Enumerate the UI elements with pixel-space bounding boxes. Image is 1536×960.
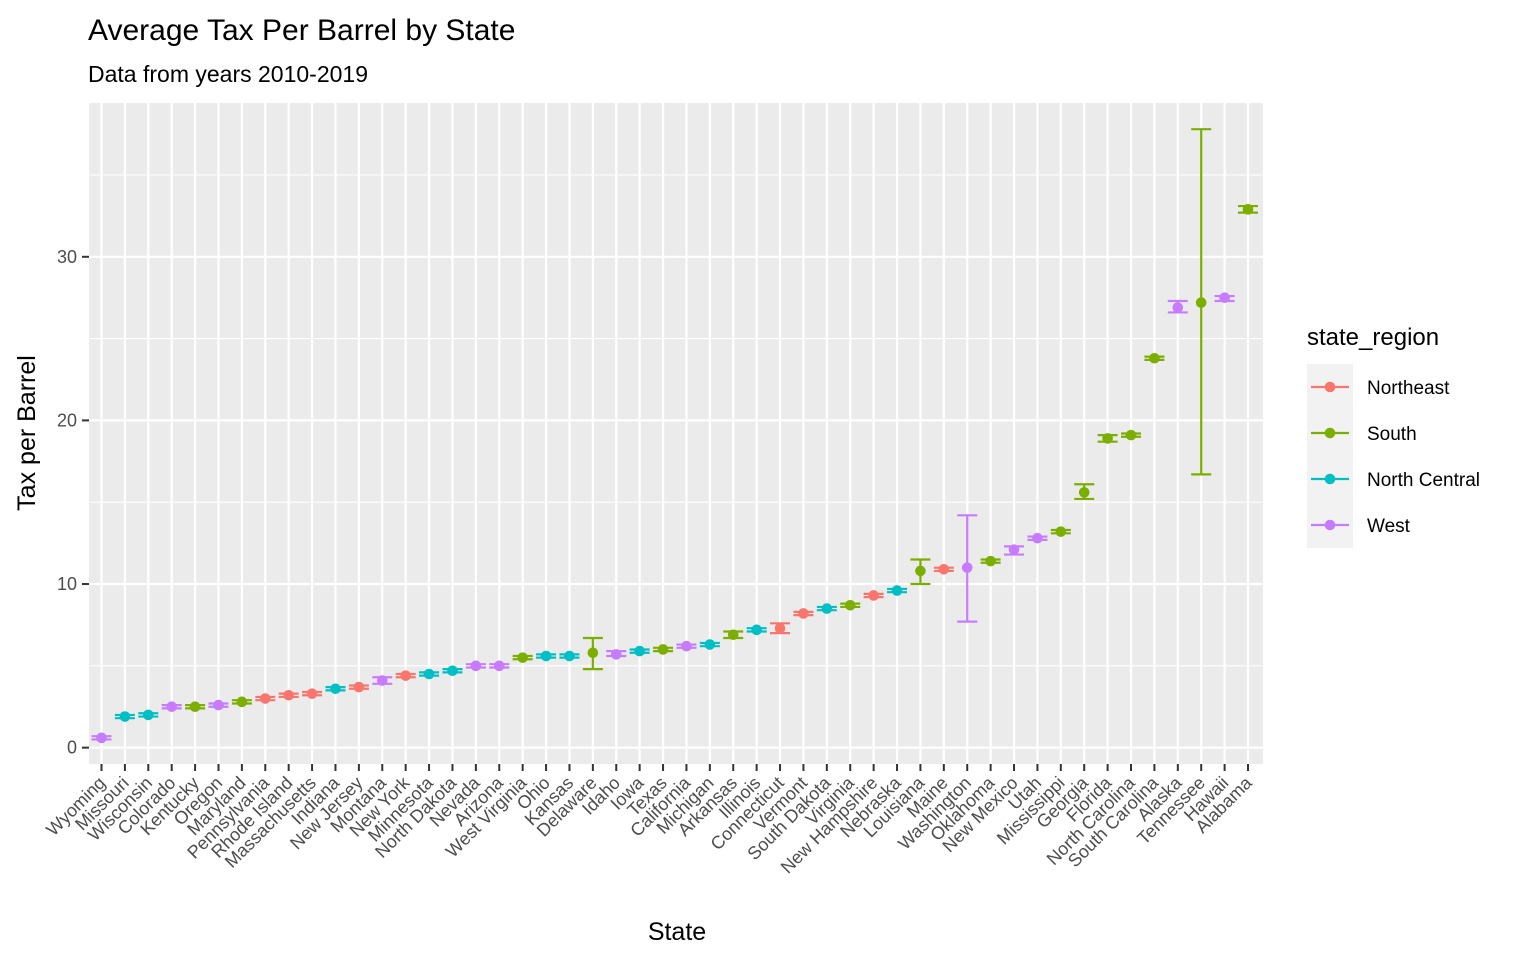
data-point (774, 622, 786, 634)
data-point (376, 675, 388, 686)
data-point (1008, 544, 1020, 555)
data-point (587, 647, 599, 659)
y-tick-label: 0 (67, 738, 77, 758)
legend-key-point (1324, 473, 1336, 485)
data-point (189, 701, 201, 713)
data-point (400, 670, 411, 681)
data-point (657, 644, 669, 655)
data-point (844, 599, 856, 611)
chart-title: Average Tax Per Barrel by State (88, 14, 515, 47)
y-tick-label: 30 (57, 247, 77, 267)
data-point (447, 665, 458, 677)
data-point (142, 709, 154, 721)
legend-key-background (1307, 364, 1353, 548)
legend-key-point (1324, 381, 1336, 393)
data-point (610, 649, 622, 660)
legend-entry: Northeast (1311, 378, 1450, 399)
data-point (330, 683, 341, 695)
data-point (470, 660, 482, 672)
data-point (517, 652, 528, 663)
data-point (1032, 532, 1043, 544)
legend: state_region Northeast South North Central… (1307, 324, 1480, 548)
data-point (1172, 302, 1184, 313)
data-point (985, 555, 996, 567)
data-point (727, 629, 739, 641)
legend-title: state_region (1307, 324, 1439, 351)
legend-label: West (1367, 516, 1411, 537)
legend-label: South (1367, 424, 1417, 445)
legend-key-point (1324, 427, 1336, 439)
data-point (938, 563, 950, 575)
data-point (353, 681, 365, 693)
data-point (259, 693, 271, 704)
data-point (306, 688, 318, 699)
data-point (540, 650, 552, 662)
y-axis-title: Tax per Barrel (13, 355, 41, 511)
y-tick-label: 10 (57, 574, 77, 594)
data-point (704, 639, 716, 650)
data-point (166, 701, 177, 713)
data-point (96, 732, 107, 744)
data-point (1055, 526, 1067, 537)
data-point (119, 711, 131, 722)
data-point (1242, 204, 1254, 215)
data-point (634, 645, 645, 657)
plot-panel (89, 103, 1263, 764)
data-point (915, 565, 926, 577)
y-axis: 0 10 20 30 (57, 247, 89, 758)
x-axis: WyomingMissouriWisconsinColoradoKentucky… (42, 764, 1257, 877)
data-point (1195, 297, 1207, 308)
data-point (1125, 429, 1137, 441)
legend-label: Northeast (1367, 378, 1450, 399)
data-point (681, 640, 692, 652)
data-points (96, 204, 1254, 744)
data-point (283, 689, 294, 701)
x-axis-title: State (648, 918, 706, 946)
data-point (1149, 352, 1160, 364)
data-point (1219, 292, 1230, 304)
legend-entry: North Central (1311, 470, 1480, 491)
data-point (1102, 433, 1113, 444)
data-point (493, 660, 505, 672)
data-point (236, 696, 248, 708)
data-point (751, 624, 762, 636)
data-point (564, 650, 575, 662)
data-point (798, 608, 809, 619)
data-point (961, 562, 973, 573)
y-tick-label: 20 (57, 410, 77, 430)
legend-label: North Central (1367, 470, 1480, 491)
legend-entry: West (1311, 516, 1411, 537)
data-point (821, 603, 833, 614)
legend-entry: South (1311, 424, 1417, 445)
data-point (868, 590, 879, 601)
data-point (213, 699, 224, 711)
legend-key-point (1324, 519, 1336, 531)
data-point (1078, 487, 1090, 498)
data-point (423, 668, 435, 680)
data-point (891, 585, 903, 596)
chart-subtitle: Data from years 2010-2019 (88, 61, 368, 87)
